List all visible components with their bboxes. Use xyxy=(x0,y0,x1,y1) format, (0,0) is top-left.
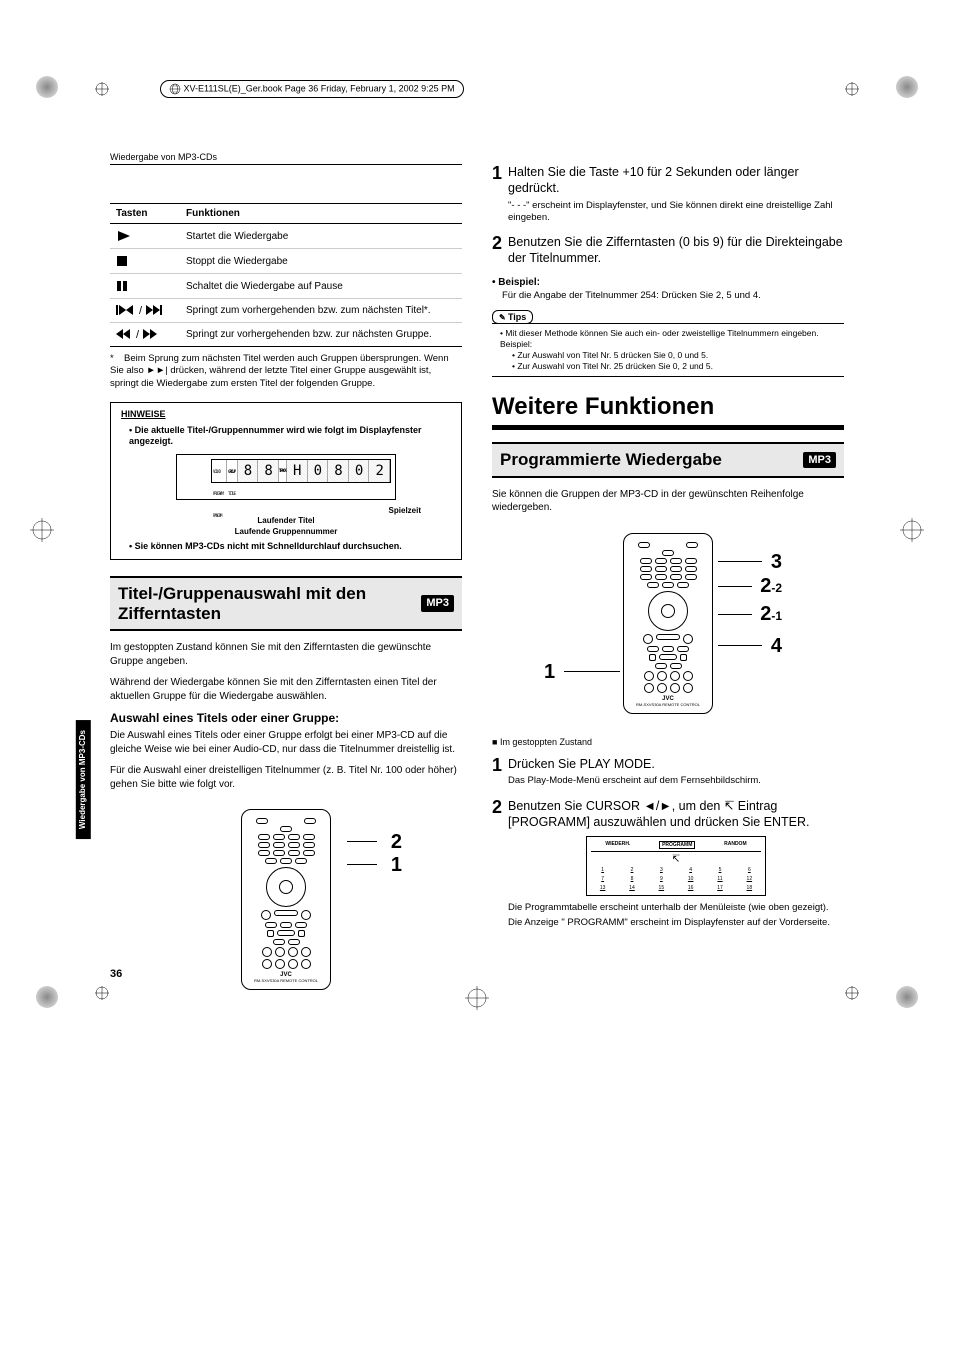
step-title: Halten Sie die Taste +10 für 2 Sekunden … xyxy=(508,164,844,197)
pause-icon xyxy=(110,274,180,299)
table-header: Tasten xyxy=(110,204,180,224)
body-text: Während der Wiedergabe können Sie mit de… xyxy=(110,676,462,703)
svg-text:/: / xyxy=(136,329,140,339)
table-header: Funktionen xyxy=(180,204,462,224)
body-text: Sie können die Gruppen der MP3-CD in der… xyxy=(492,488,844,515)
step-desc: "- - -" erscheint im Displayfenster, und… xyxy=(508,200,844,225)
registration-dot xyxy=(896,76,918,98)
registration-dot xyxy=(896,986,918,1008)
globe-icon xyxy=(169,83,181,95)
remote-illustration: JVC RM-SXVS30A REMOTE CONTROL 3 2-2 2-1 … xyxy=(492,523,844,724)
step-item: 1 Drücken Sie PLAY MODE. Das Play-Mode-M… xyxy=(492,756,844,788)
function-desc: Startet die Wiedergabe xyxy=(180,224,462,249)
mp3-badge: MP3 xyxy=(421,595,454,612)
crop-mark-icon xyxy=(465,986,489,1010)
header-filename: XV-E111SL(E)_Ger.book Page 36 Friday, Fe… xyxy=(184,83,455,93)
sub-heading: Auswahl eines Titels oder einer Gruppe: xyxy=(110,711,462,725)
registration-dot xyxy=(36,986,58,1008)
lcd-display-mock: VCD/DPROGRAMRANDOM GROUP TITLE 88 TRACK … xyxy=(176,454,396,500)
table-row: Startet die Wiedergabe xyxy=(110,224,462,249)
cursor-icon: ↸ xyxy=(591,854,761,865)
step-number: 1 xyxy=(492,164,502,224)
hinweise-title: HINWEISE xyxy=(121,409,451,421)
body-text: Im gestoppten Zustand können Sie mit den… xyxy=(110,641,462,668)
step-number: 1 xyxy=(492,756,502,788)
hinweise-box: HINWEISE • Die aktuelle Titel-/Gruppennu… xyxy=(110,402,462,560)
buttons-function-table: Tasten Funktionen Startet die Wiedergabe… xyxy=(110,203,462,347)
play-icon xyxy=(110,224,180,249)
callout-number: 1 xyxy=(391,854,402,877)
function-desc: Schaltet die Wiedergabe auf Pause xyxy=(180,274,462,299)
step-item: 2 Benutzen Sie die Zifferntasten (0 bis … xyxy=(492,234,844,267)
section-heading: Titel-/Gruppenauswahl mit den Zifferntas… xyxy=(110,576,462,631)
table-row: Stoppt die Wiedergabe xyxy=(110,249,462,274)
search-prev-next-icon: / xyxy=(110,323,180,347)
crop-mark-icon xyxy=(95,986,109,1000)
step-number: 2 xyxy=(492,234,502,267)
step-desc: Die Programmtabelle erscheint unterhalb … xyxy=(508,902,844,914)
callout-number: 2-1 xyxy=(760,603,782,626)
table-row: / Springt zur vorhergehenden bzw. zur nä… xyxy=(110,323,462,347)
section-breadcrumb: Wiedergabe von MP3-CDs xyxy=(110,152,462,165)
step-number: 2 xyxy=(492,798,502,930)
table-row: Schaltet die Wiedergabe auf Pause xyxy=(110,274,462,299)
crop-mark-icon xyxy=(845,986,859,1000)
beispiel-label: Beispiel: xyxy=(492,277,844,288)
callout-number: 1 xyxy=(544,661,555,684)
tips-label: Tips xyxy=(492,310,533,324)
crop-mark-icon xyxy=(30,518,54,542)
step-desc: Das Play-Mode-Menü erscheint auf dem Fer… xyxy=(508,775,844,787)
callout-number: 2-2 xyxy=(760,575,782,598)
step-title: Benutzen Sie CURSOR ◄/►, um den ↸ Eintra… xyxy=(508,798,844,831)
function-desc: Springt zum vorhergehenden bzw. zum näch… xyxy=(180,299,462,323)
remote-illustration: JVC RM-SXVS30A REMOTE CONTROL 2 1 xyxy=(110,799,462,1000)
side-tab: Wiedergabe von MP3-CDs xyxy=(76,720,91,839)
mp3-badge: MP3 xyxy=(803,452,836,469)
table-row: / Springt zum vorhergehenden bzw. zum nä… xyxy=(110,299,462,323)
step-title: Drücken Sie PLAY MODE. xyxy=(508,756,844,772)
crop-mark-icon xyxy=(845,82,859,96)
step-desc: Die Anzeige " PROGRAMM" erscheint im Dis… xyxy=(508,917,844,929)
state-label: Im gestoppten Zustand xyxy=(492,736,844,748)
body-text: Die Auswahl eines Titels oder einer Grup… xyxy=(110,729,462,756)
section-heading: Programmierte Wiedergabe MP3 xyxy=(492,442,844,478)
display-label: Spielzeit Laufender Titel Laufende Grupp… xyxy=(121,506,451,537)
svg-text:/: / xyxy=(139,305,143,315)
crop-mark-icon xyxy=(95,82,109,96)
header-filename-bar: XV-E111SL(E)_Ger.book Page 36 Friday, Fe… xyxy=(160,80,464,98)
step-item: 2 Benutzen Sie CURSOR ◄/►, um den ↸ Eint… xyxy=(492,798,844,930)
page-number: 36 xyxy=(110,968,122,980)
beispiel-text: Für die Angabe der Titelnummer 254: Drüc… xyxy=(502,290,844,302)
tips-box: Tips Mit dieser Methode können Sie auch … xyxy=(492,310,844,377)
step-item: 1 Halten Sie die Taste +10 für 2 Sekunde… xyxy=(492,164,844,224)
step-title: Benutzen Sie die Zifferntasten (0 bis 9)… xyxy=(508,234,844,267)
program-table: WIEDERH. PROGRAMM RANDOM ↸ 123456 789101… xyxy=(586,836,766,896)
footnote: *Beim Sprung zum nächsten Titel werden a… xyxy=(110,353,462,390)
main-heading: Weitere Funktionen xyxy=(492,393,844,430)
callout-number: 4 xyxy=(771,635,782,658)
registration-dot xyxy=(36,76,58,98)
callout-number: 3 xyxy=(771,551,782,574)
skip-prev-next-icon: / xyxy=(110,299,180,323)
stop-icon xyxy=(110,249,180,274)
crop-mark-icon xyxy=(900,518,924,542)
body-text: Für die Auswahl einer dreistelligen Tite… xyxy=(110,764,462,791)
function-desc: Springt zur vorhergehenden bzw. zur näch… xyxy=(180,323,462,347)
function-desc: Stoppt die Wiedergabe xyxy=(180,249,462,274)
callout-number: 2 xyxy=(391,831,402,854)
